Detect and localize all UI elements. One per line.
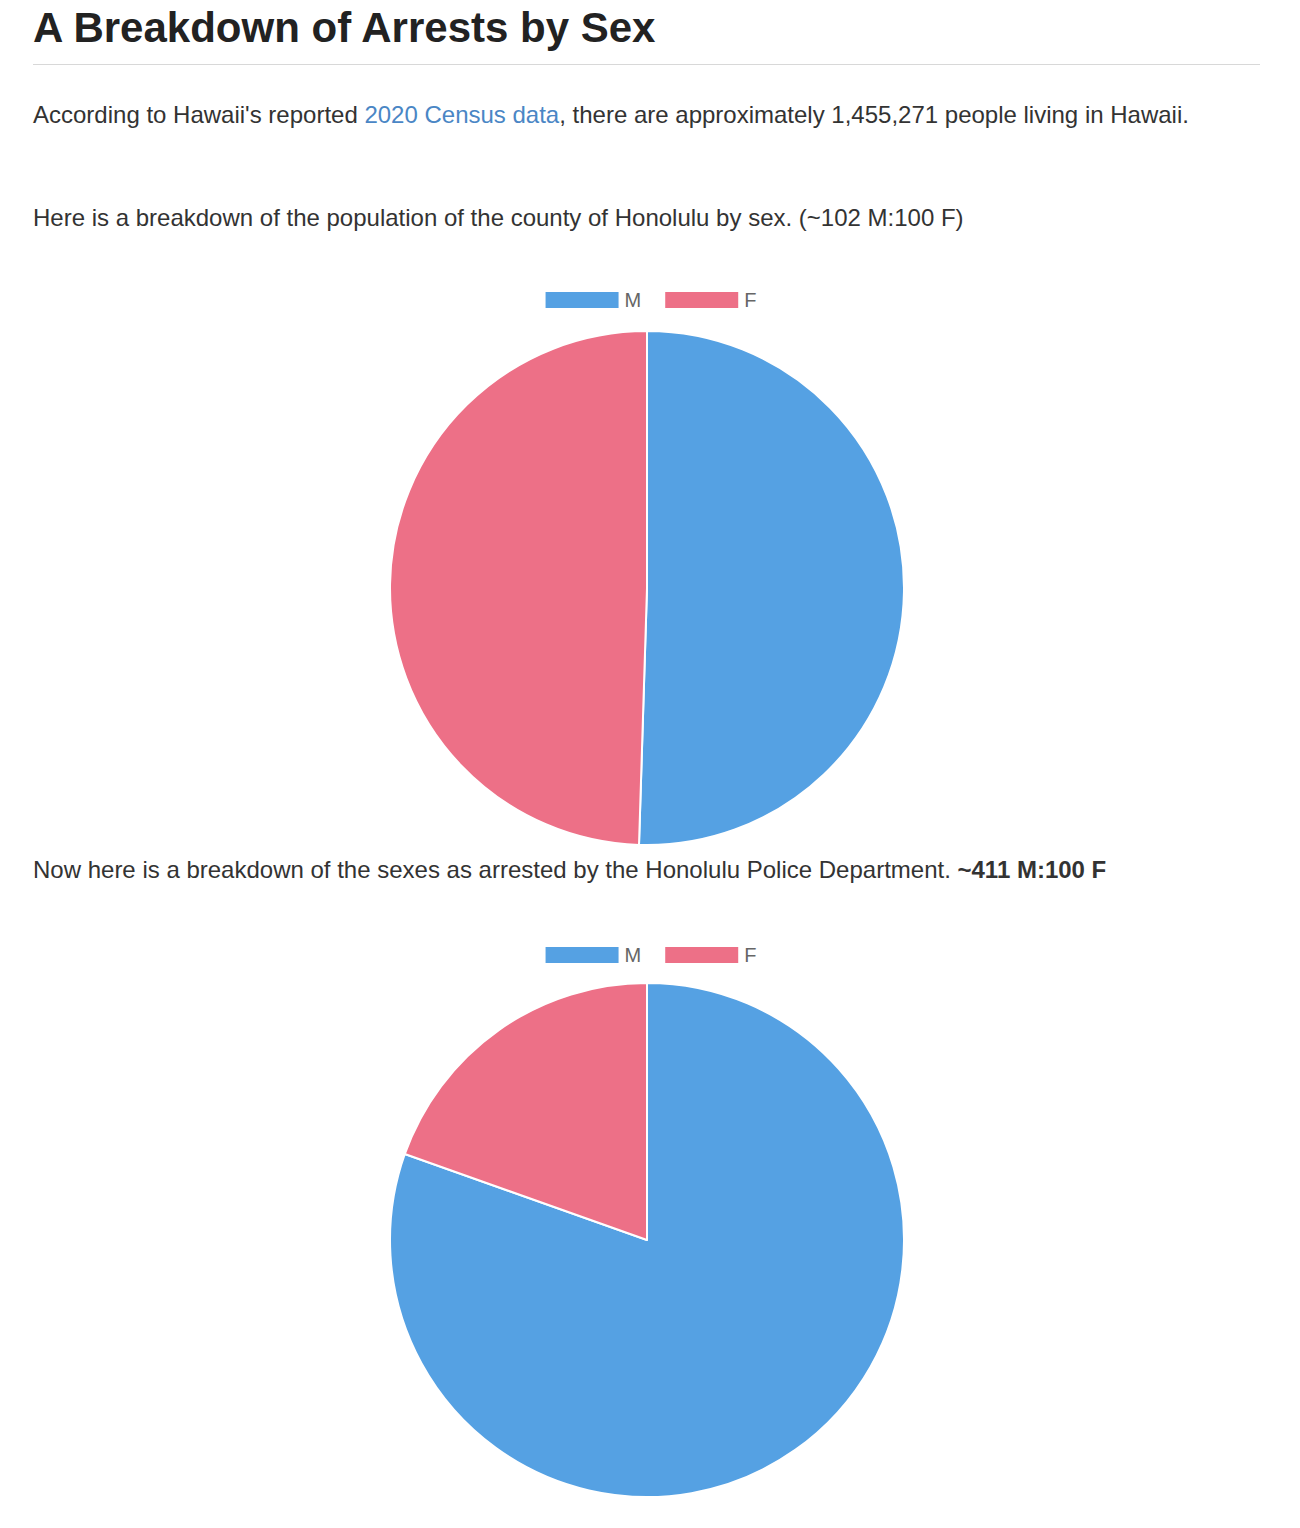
svg-text:F: F: [744, 289, 756, 311]
html-text:Now here is a breakdown of the: Now here is a breakdown of the sexes as …: [33, 856, 1107, 883]
svg-text:F: F: [744, 944, 756, 966]
svg-text:M: M: [625, 944, 642, 966]
html-text:Here is a breakdown of the pop: Here is a breakdown of the population of…: [33, 204, 964, 231]
html-text:A Breakdown of Arrests by Sex: A Breakdown of Arrests by Sex: [33, 4, 656, 51]
html-text:According to Hawaii's reported: According to Hawaii's reported 2020 Cens…: [33, 101, 1189, 128]
svg-text:M: M: [625, 289, 642, 311]
